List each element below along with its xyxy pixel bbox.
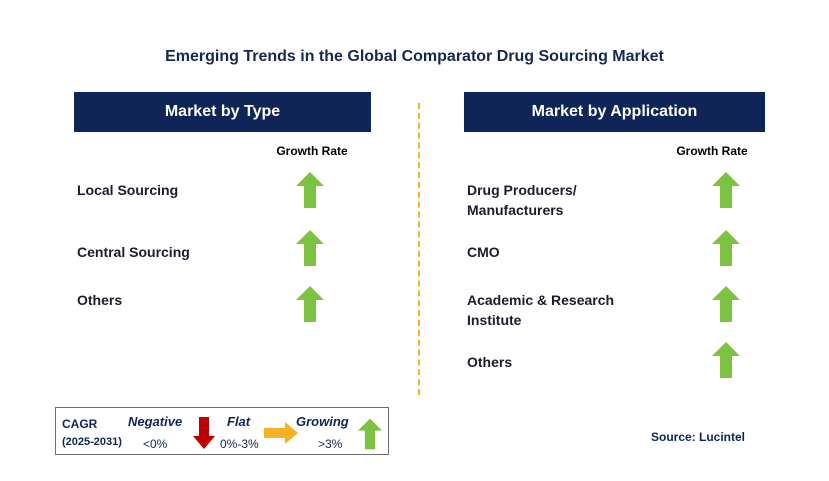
growing-arrow-icon	[296, 286, 324, 322]
application-item-label-line: Academic & Research	[467, 292, 615, 308]
legend-cagr-label: CAGR	[62, 417, 98, 431]
growing-arrow-icon	[358, 418, 382, 450]
legend-flat-range: 0%-3%	[220, 437, 259, 451]
application-item-label: Others	[467, 354, 513, 370]
legend-negative-label: Negative	[128, 414, 183, 429]
legend-growing-label: Growing	[296, 414, 349, 429]
type-item-label: Central Sourcing	[77, 244, 190, 260]
left-growth-rate-label: Growth Rate	[276, 144, 348, 158]
application-item-label: CMO	[467, 244, 500, 260]
panel-divider	[418, 103, 420, 395]
market-by-type-header: Market by Type	[74, 92, 371, 132]
application-item-label: Academic & Research Institute	[467, 290, 614, 330]
legend-period-label: (2025-2031)	[62, 436, 122, 448]
growing-arrow-icon	[296, 172, 324, 208]
chart-title: Emerging Trends in the Global Comparator…	[165, 48, 664, 65]
legend-flat-label: Flat	[227, 414, 251, 429]
application-item-label-line: Drug Producers/	[467, 182, 577, 198]
growing-arrow-icon	[712, 286, 740, 322]
application-item-label: Drug Producers/ Manufacturers	[467, 180, 577, 220]
growing-arrow-icon	[712, 230, 740, 266]
flat-arrow-icon	[264, 422, 298, 444]
cagr-legend: CAGR (2025-2031) Negative <0% Flat 0%-3%…	[55, 407, 389, 455]
source-label: Source: Lucintel	[651, 430, 746, 444]
application-item-label-line: Manufacturers	[467, 202, 564, 218]
growing-arrow-icon	[296, 230, 324, 266]
type-item-label: Local Sourcing	[77, 182, 179, 198]
type-item-label: Others	[77, 292, 123, 308]
market-by-application-header: Market by Application	[464, 92, 765, 132]
legend-growing-range: >3%	[318, 437, 343, 451]
negative-arrow-icon	[193, 417, 215, 449]
legend-negative-range: <0%	[143, 437, 168, 451]
growing-arrow-icon	[712, 172, 740, 208]
growing-arrow-icon	[712, 342, 740, 378]
right-growth-rate-label: Growth Rate	[676, 144, 748, 158]
application-item-label-line: Institute	[467, 312, 522, 328]
